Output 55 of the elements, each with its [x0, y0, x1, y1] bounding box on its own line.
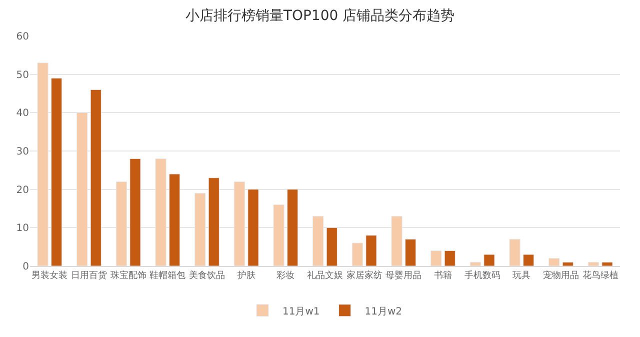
x-tick-label: 手机数码: [464, 270, 500, 281]
bar: [37, 62, 48, 266]
bar: [352, 242, 364, 266]
y-tick-label: 50: [16, 70, 29, 81]
bar: [366, 235, 377, 266]
y-tick-label: 30: [16, 146, 29, 158]
bar: [548, 258, 560, 266]
bar: [76, 112, 88, 266]
bar: [509, 238, 520, 266]
x-tick-label: 鞋帽箱包: [150, 270, 186, 281]
x-tick-label: 彩妆: [276, 270, 295, 281]
bar: [130, 158, 141, 266]
bar: [602, 262, 613, 266]
legend-label: 11月w1: [282, 306, 320, 318]
bar: [312, 216, 324, 266]
bar: [588, 262, 600, 266]
x-tick-label: 美食饮品: [189, 270, 225, 281]
bar: [326, 227, 338, 266]
bar: [168, 174, 180, 266]
x-tick-label: 礼品文娱: [307, 270, 343, 281]
y-tick-label: 60: [16, 32, 29, 42]
bar: [208, 178, 220, 266]
bar: [155, 158, 166, 266]
legend-label: 11月w2: [364, 306, 402, 318]
bar: [248, 189, 259, 266]
bar: [273, 204, 284, 266]
bar: [522, 254, 534, 266]
bar: [50, 78, 62, 266]
bar: [90, 89, 102, 266]
x-tick-label: 母婴用品: [386, 270, 422, 281]
bar: [391, 216, 402, 266]
y-tick-label: 0: [22, 262, 29, 272]
x-tick-label: 男装女装: [32, 270, 68, 281]
bar: [484, 254, 495, 266]
y-tick-label: 10: [16, 223, 29, 234]
x-tick-label: 宠物用品: [543, 270, 579, 281]
bar: [404, 238, 416, 266]
x-tick-label: 日用百货: [71, 270, 107, 281]
chart-title: 小店排行榜销量TOP100 店铺品类分布趋势: [185, 8, 455, 24]
bar: [234, 181, 246, 266]
bar: [444, 250, 456, 266]
x-tick-label: 家居家纺: [346, 270, 382, 281]
bar: [562, 262, 574, 266]
bar: [116, 181, 128, 266]
x-tick-label: 书籍: [434, 270, 452, 281]
x-tick-label: 玩具: [512, 270, 531, 281]
x-tick-label: 珠宝配饰: [110, 270, 146, 281]
y-tick-label: 40: [16, 108, 29, 120]
bar: [430, 250, 442, 266]
bar: [286, 189, 298, 266]
bar: [194, 192, 206, 266]
bar: [470, 262, 482, 266]
x-tick-label: 护肤: [236, 270, 256, 281]
y-tick-label: 20: [16, 184, 29, 196]
x-tick-label: 花鸟绿植: [582, 270, 618, 281]
